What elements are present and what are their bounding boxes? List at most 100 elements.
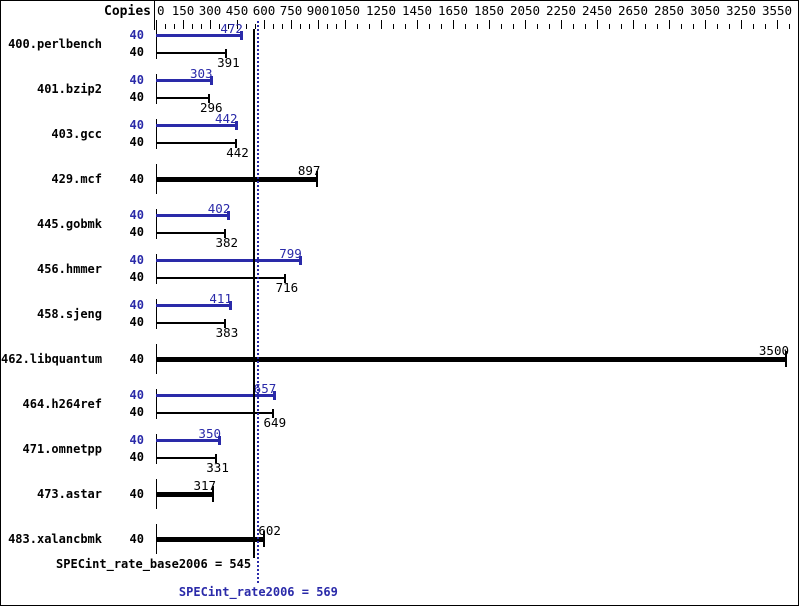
peak-bar [156, 438, 219, 442]
axis-minor-tick [441, 24, 442, 29]
copies-value-peak: 40 [129, 297, 144, 312]
base-bar [156, 51, 227, 54]
benchmark-label: 464.h264ref [22, 396, 102, 411]
row-axis-segment [156, 253, 157, 284]
bar-value-label: 317 [193, 477, 217, 493]
copies-value-base: 40 [129, 89, 144, 104]
axis-major-tick [237, 20, 238, 29]
benchmark-label: 458.sjeng [36, 306, 102, 321]
axis-minor-tick [657, 24, 658, 29]
axis-minor-tick [174, 24, 175, 29]
axis-tick-label: 900 [306, 3, 330, 18]
base-bar-end-tick [223, 318, 226, 328]
axis-minor-tick [537, 24, 538, 29]
axis-tick-label: 1450 [401, 3, 433, 18]
copies-value-peak: 40 [129, 387, 144, 402]
copies-value-base: 40 [129, 404, 144, 419]
base-bar-end-tick [234, 138, 237, 148]
axis-minor-tick [729, 24, 730, 29]
merged-bar [156, 356, 786, 362]
axis-tick-label: 3050 [689, 3, 721, 18]
peak-bar-end-tick [273, 390, 277, 400]
copies-value-base: 40 [129, 269, 144, 284]
axis-minor-tick [255, 24, 256, 29]
copies-value-peak: 40 [129, 27, 144, 42]
axis-tick-label: 750 [279, 3, 303, 18]
axis-minor-tick [513, 24, 514, 29]
axis-minor-tick [327, 24, 328, 29]
benchmark-label: 462.libquantum [1, 351, 103, 366]
axis-major-tick [489, 20, 490, 29]
peak-bar-end-tick [234, 120, 238, 130]
base-bar [156, 141, 236, 144]
axis-tick-label: 0 [157, 3, 165, 18]
copies-value: 40 [129, 351, 144, 366]
copies-value-peak: 40 [129, 252, 144, 267]
benchmark-label: 429.mcf [51, 171, 102, 186]
base-bar [156, 276, 285, 279]
base-value-label: 649 [263, 414, 287, 430]
header-separator-line [154, 1, 155, 30]
row-axis-segment [156, 433, 157, 464]
axis-major-tick [210, 20, 211, 29]
peak-bar-end-tick [227, 210, 231, 220]
row-axis-segment [156, 73, 157, 104]
peak-bar-end-tick [209, 75, 213, 85]
base-bar-end-tick [214, 453, 217, 463]
row-axis-segment [156, 208, 157, 239]
axis-major-tick [525, 20, 526, 29]
axis-minor-tick [609, 24, 610, 29]
axis-tick-label: 2650 [617, 3, 649, 18]
axis-minor-tick [393, 24, 394, 29]
axis-major-tick [597, 20, 598, 29]
copies-value-base: 40 [129, 449, 144, 464]
base-value-label: 442 [226, 144, 249, 160]
peak-value-label: 657 [253, 380, 277, 396]
axis-minor-tick [219, 24, 220, 29]
base-bar-end-tick [271, 408, 274, 418]
axis-tick-label: 3550 [761, 3, 793, 18]
peak-value-label: 799 [279, 245, 302, 261]
base-mean-label: SPECint_rate_base2006 = 545 [56, 557, 252, 571]
peak-bar [156, 78, 211, 82]
axis-major-tick [669, 20, 670, 29]
base-bar [156, 456, 216, 459]
bar-value-label: 602 [258, 522, 281, 538]
peak-bar-end-tick [228, 300, 232, 310]
axis-minor-tick [549, 24, 550, 29]
axis-tick-label: 1850 [473, 3, 505, 18]
base-value-label: 716 [275, 279, 299, 295]
axis-minor-tick [357, 24, 358, 29]
merged-bar [156, 536, 265, 542]
base-value-label: 296 [199, 99, 223, 115]
peak-bar-end-tick [218, 435, 221, 445]
axis-minor-tick [336, 24, 337, 29]
peak-value-label: 402 [207, 200, 231, 216]
copies-value: 40 [129, 171, 144, 186]
row-axis-segment [156, 298, 157, 329]
axis-minor-tick [228, 24, 229, 29]
benchmark-label: 473.astar [36, 486, 102, 501]
axis-tick-label: 1250 [365, 3, 397, 18]
axis-minor-tick [300, 24, 301, 29]
axis-minor-tick [246, 24, 247, 29]
benchmark-label: 456.hmmer [36, 261, 102, 276]
peak-bar [156, 393, 275, 397]
axis-major-tick [777, 20, 778, 29]
axis-minor-tick [309, 24, 310, 29]
benchmark-label: 483.xalancbmk [8, 531, 102, 546]
axis-minor-tick [282, 24, 283, 29]
axis-tick-label: 450 [225, 3, 249, 18]
axis-major-tick [741, 20, 742, 29]
bar-value-label: 897 [297, 162, 321, 178]
benchmark-label: 445.gobmk [36, 216, 102, 231]
peak-value-label: 472 [220, 20, 243, 36]
copies-value-base: 40 [129, 224, 144, 239]
axis-tick-label: 600 [252, 3, 276, 18]
peak-bar [156, 33, 241, 37]
copies-value-base: 40 [129, 44, 144, 59]
copies-value-peak: 40 [129, 117, 144, 132]
axis-major-tick [633, 20, 634, 29]
